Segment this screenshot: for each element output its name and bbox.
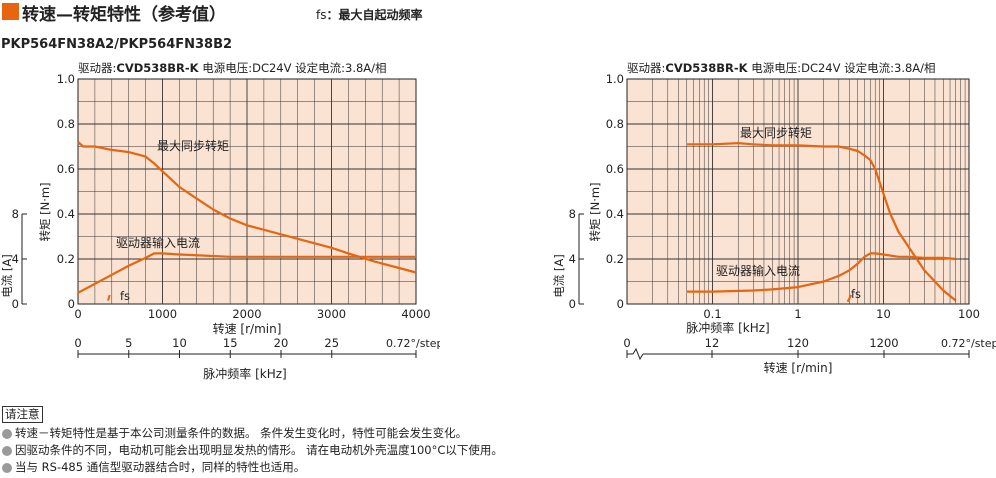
- motor-model: PKP564FN38A2/PKP564FN38B2: [1, 37, 233, 52]
- x-axis-label: 转速 [r/min]: [213, 321, 282, 336]
- y-tick-label: 1.0: [606, 72, 624, 86]
- speed-tick-label: 120: [787, 336, 809, 350]
- speed-tick-label: 0: [623, 336, 630, 350]
- y-tick-label: 0.8: [606, 117, 624, 131]
- speed-axis-label: 转速 [r/min]: [764, 360, 833, 375]
- y-tick-label: 0.2: [606, 252, 624, 266]
- y-axis-label: 转矩 [N·m]: [588, 182, 602, 241]
- bullet-icon: [2, 462, 12, 473]
- fs-label: fs: [120, 289, 130, 303]
- x-tick-label: 4000: [401, 307, 430, 321]
- x-tick-label: 10: [876, 307, 891, 321]
- y-tick-label: 0.2: [57, 252, 75, 266]
- series-label-torque: 最大同步转矩: [157, 138, 229, 153]
- plot-area: [626, 78, 970, 305]
- header-marker: [2, 3, 19, 20]
- y-tick-label: 0.8: [57, 117, 75, 131]
- speed-tick-label: 1200: [869, 336, 898, 350]
- x-axis-label: 脉冲频率 [kHz]: [686, 320, 769, 335]
- fs-marker: [107, 294, 111, 301]
- pulse-tick-label: 5: [125, 336, 132, 350]
- y-axis-label: 转矩 [N·m]: [38, 182, 52, 241]
- current-axis-label: 电流 [A]: [0, 254, 14, 298]
- fs-legend: fs：最大自起动频率: [316, 6, 423, 23]
- series-label-torque: 最大同步转矩: [740, 125, 812, 140]
- note-text: 转速－转矩特性是基于本公司测量条件的数据。 条件发生变化时，特性可能会发生变化。: [15, 426, 468, 440]
- fs-description: ：最大自起动频率: [326, 8, 423, 22]
- pulse-axis-label: 脉冲频率 [kHz]: [203, 366, 286, 381]
- chart-subtitle: 驱动器:CVD538BR-K 电源电压:DC24V 设定电流:3.8A/相: [78, 61, 387, 75]
- x-tick-label: 2000: [232, 307, 261, 321]
- bullet-icon: [2, 428, 12, 439]
- driver-conditions: 电源电压:DC24V 设定电流:3.8A/相: [199, 61, 387, 75]
- x-tick-label: 1000: [148, 307, 177, 321]
- chart-left: 驱动器:CVD538BR-K 电源电压:DC24V 设定电流:3.8A/相 0 0.…: [0, 61, 440, 381]
- x-tick-label: 0: [74, 307, 81, 321]
- x-tick-label: 1: [794, 307, 801, 321]
- x-tick-label: 100: [958, 307, 980, 321]
- step-angle-label: 0.72°/step: [941, 337, 996, 350]
- fs-marker: [846, 294, 853, 303]
- chart-subtitle: 驱动器:CVD538BR-K 电源电压:DC24V 设定电流:3.8A/相: [627, 61, 936, 75]
- y-tick-label: 1.0: [57, 72, 75, 86]
- current-tick-label: 8: [12, 207, 19, 221]
- pulse-tick-label: 20: [274, 336, 289, 350]
- driver-conditions: 电源电压:DC24V 设定电流:3.8A/相: [748, 61, 936, 75]
- x-tick-label: 3000: [317, 307, 346, 321]
- series-line-torque: [77, 141, 417, 274]
- notes-heading: 请注意: [2, 406, 43, 423]
- series-label-current: 驱动器输入电流: [716, 263, 800, 278]
- pulse-tick-label: 15: [223, 336, 238, 350]
- y-tick-label: 0.4: [57, 207, 75, 221]
- pulse-tick-label: 0: [74, 336, 81, 350]
- driver-label: 驱动器:: [627, 61, 665, 75]
- y-tick-label: 0: [617, 297, 624, 311]
- note-item: 转速－转矩特性是基于本公司测量条件的数据。 条件发生变化时，特性可能会发生变化。: [2, 425, 702, 442]
- current-axis-label: 电流 [A]: [552, 254, 566, 298]
- speed-tick-label: 12: [705, 336, 720, 350]
- series-line-current: [686, 252, 956, 293]
- bullet-icon: [2, 445, 12, 456]
- pulse-tick-label: 10: [172, 336, 187, 350]
- page-title: 转速—转矩特性（参考值）: [22, 5, 226, 25]
- fs-label: fs: [851, 287, 861, 301]
- driver-model: CVD538BR-K: [665, 61, 748, 75]
- note-item: 因驱动条件的不同，电动机可能会出现明显发热的情形。 请在电动机外壳温度100°C…: [2, 442, 702, 459]
- current-tick-label: 4: [12, 252, 19, 266]
- fs-symbol: fs: [316, 8, 327, 22]
- note-text: 当与 RS-485 通信型驱动器结合时，同样的特性也适用。: [15, 460, 306, 474]
- step-angle-label: 0.72°/step: [386, 337, 440, 350]
- axis-break-icon: [632, 347, 644, 361]
- pulse-tick-label: 25: [324, 336, 339, 350]
- current-tick-label: 0: [12, 297, 19, 311]
- y-tick-label: 0.6: [57, 162, 75, 176]
- driver-label: 驱动器:: [78, 61, 116, 75]
- x-tick-label: 0.1: [703, 307, 721, 321]
- current-tick-label: 0: [569, 297, 576, 311]
- note-item: 当与 RS-485 通信型驱动器结合时，同样的特性也适用。: [2, 459, 702, 476]
- y-tick-label: 0.4: [606, 207, 624, 221]
- note-text: 因驱动条件的不同，电动机可能会出现明显发热的情形。 请在电动机外壳温度100°C…: [15, 443, 503, 457]
- series-line-torque: [686, 142, 957, 302]
- y-tick-label: 0: [68, 297, 75, 311]
- driver-model: CVD538BR-K: [116, 61, 199, 75]
- y-tick-label: 0.6: [606, 162, 624, 176]
- notes-section: 请注意 转速－转矩特性是基于本公司测量条件的数据。 条件发生变化时，特性可能会发…: [2, 406, 702, 476]
- series-label-current: 驱动器输入电流: [116, 235, 200, 250]
- current-tick-label: 8: [569, 207, 576, 221]
- current-tick-label: 4: [569, 252, 576, 266]
- series-line-current: [77, 252, 416, 294]
